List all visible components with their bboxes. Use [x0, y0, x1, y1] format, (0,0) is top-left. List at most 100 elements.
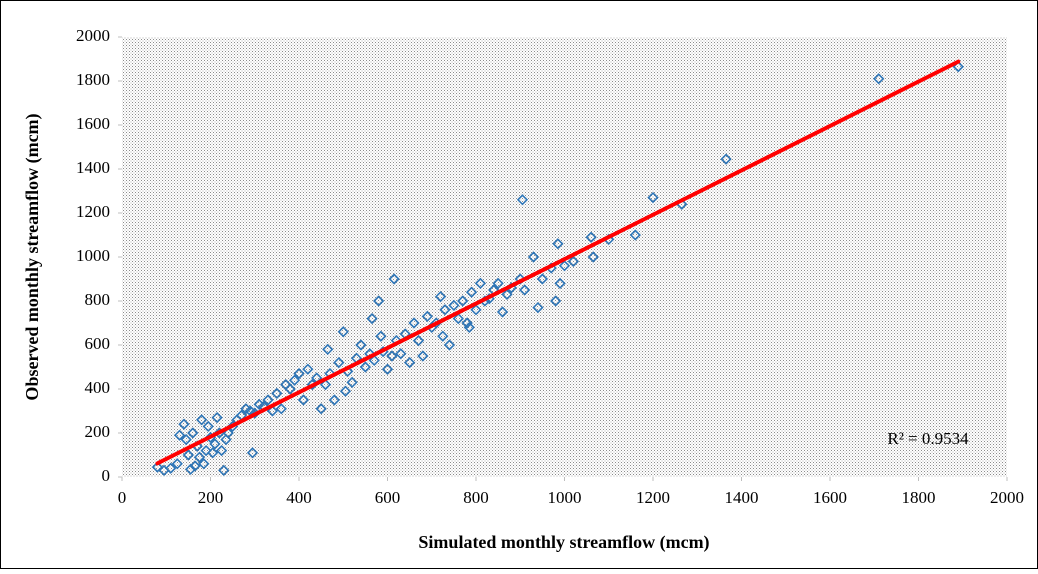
data-point — [567, 255, 579, 268]
data-point — [151, 461, 164, 473]
data-point — [395, 348, 407, 360]
data-point — [587, 251, 599, 263]
data-point — [211, 411, 223, 424]
data-point — [388, 273, 400, 285]
data-point — [465, 286, 478, 298]
data-point — [552, 238, 564, 250]
data-point — [501, 288, 513, 301]
x-tick-label: 200 — [198, 488, 224, 507]
data-point — [293, 367, 305, 380]
x-tick-label: 800 — [463, 488, 489, 507]
data-point — [220, 433, 232, 446]
y-tick-label: 1400 — [76, 158, 110, 177]
data-point — [492, 277, 504, 290]
data-point — [554, 277, 566, 290]
data-point — [266, 405, 279, 417]
data-point — [178, 418, 190, 430]
y-tick-label: 400 — [85, 378, 111, 397]
data-point — [373, 295, 385, 307]
marks — [151, 59, 964, 477]
y-tick-label: 800 — [85, 290, 111, 309]
x-tick-label: 1400 — [725, 488, 759, 507]
x-tick-label: 1800 — [902, 488, 936, 507]
y-tick-label: 200 — [85, 422, 111, 441]
data-point — [366, 312, 378, 325]
x-tick-label: 1600 — [813, 488, 847, 507]
data-point — [527, 251, 540, 263]
data-point — [180, 433, 192, 446]
data-point — [187, 427, 199, 439]
x-tick-label: 400 — [286, 488, 312, 507]
y-tick-label: 1600 — [76, 114, 110, 133]
data-point — [439, 304, 451, 316]
data-point — [198, 458, 210, 470]
data-point — [215, 444, 228, 457]
x-tick-label: 2000 — [990, 488, 1024, 507]
x-tick-label: 600 — [375, 488, 401, 507]
data-point — [403, 356, 416, 369]
y-axis-title: Observed monthly streamflow (mcm) — [22, 113, 43, 400]
data-point — [359, 361, 372, 373]
data-point — [196, 414, 208, 426]
data-point — [647, 191, 659, 204]
data-point — [184, 463, 197, 475]
data-point — [355, 339, 367, 351]
data-point — [412, 334, 425, 347]
data-point — [337, 326, 349, 338]
data-point — [322, 343, 334, 356]
data-point — [448, 299, 460, 312]
data-point — [437, 330, 449, 342]
data-point — [246, 447, 259, 459]
x-tick-label: 0 — [118, 488, 127, 507]
data-point — [171, 458, 183, 470]
data-point — [386, 350, 398, 362]
data-point — [408, 317, 420, 329]
data-point — [288, 374, 301, 386]
data-point — [346, 376, 358, 389]
data-point — [516, 194, 529, 206]
data-point — [207, 447, 219, 459]
y-tick-label: 1200 — [76, 202, 110, 221]
x-tick-label: 1000 — [548, 488, 582, 507]
data-point — [189, 460, 201, 472]
data-point — [333, 356, 345, 369]
r-squared: R² = 0.9534 — [887, 429, 969, 448]
data-point — [461, 317, 473, 329]
data-point — [315, 403, 327, 415]
data-point — [218, 464, 230, 477]
data-point — [200, 444, 212, 457]
data-point — [585, 231, 597, 243]
data-point — [302, 363, 314, 375]
data-point — [193, 451, 206, 463]
data-point — [165, 462, 177, 474]
data-point — [519, 284, 531, 296]
data-point — [443, 339, 456, 351]
data-point — [297, 394, 310, 406]
data-point — [417, 350, 429, 362]
y-tick-label: 1000 — [76, 246, 110, 265]
data-point — [532, 301, 544, 314]
y-tick-label: 600 — [85, 334, 111, 353]
data-point — [434, 290, 447, 303]
data-point — [173, 429, 186, 441]
data-point — [474, 277, 487, 290]
data-point — [262, 394, 274, 406]
y-tick-label: 1800 — [76, 70, 110, 89]
data-point — [202, 420, 214, 433]
data-point — [328, 394, 341, 406]
data-point — [629, 229, 641, 241]
data-point — [470, 304, 482, 316]
data-point — [496, 306, 509, 318]
y-tick-label: 0 — [102, 466, 111, 485]
data-point — [339, 385, 352, 397]
data-point — [271, 387, 283, 400]
data-point — [209, 438, 221, 450]
data-point — [720, 153, 732, 165]
data-point — [558, 260, 571, 272]
data-point — [381, 363, 394, 375]
data-point — [463, 321, 475, 334]
x-axis-title: Simulated monthly streamflow (mcm) — [418, 532, 709, 553]
data-point — [284, 383, 296, 395]
data-point — [375, 330, 387, 342]
